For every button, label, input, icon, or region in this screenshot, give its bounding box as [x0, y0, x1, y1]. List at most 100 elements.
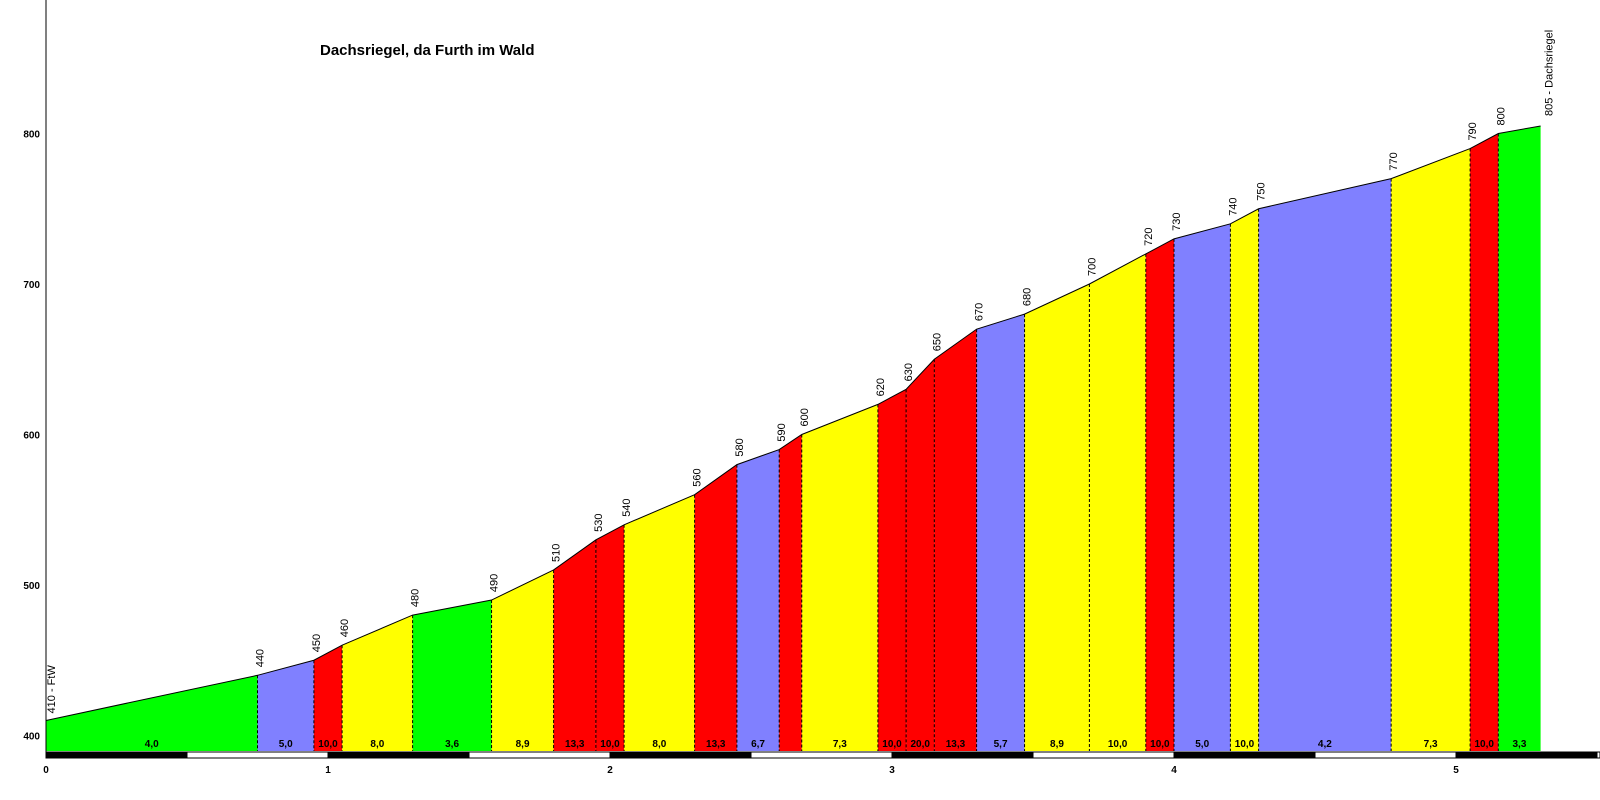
x-tick-label: 4: [1171, 765, 1177, 776]
km-scale-block: [609, 751, 752, 759]
grade-segment: [976, 314, 1025, 751]
grade-label: 7,3: [833, 739, 847, 750]
grade-segment: [934, 329, 977, 751]
km-scale-block: [1173, 751, 1316, 759]
elevation-label: 670: [974, 303, 986, 321]
end-label: 805 - Dachsriegel: [1544, 30, 1556, 116]
elevation-label: 750: [1256, 182, 1268, 200]
grade-label: 10,0: [1108, 739, 1128, 750]
km-scale-block: [186, 751, 329, 759]
grade-segment: [736, 449, 780, 751]
elevation-label: 440: [255, 649, 267, 667]
km-scale-block: [1455, 751, 1598, 759]
grade-label: 5,7: [994, 739, 1008, 750]
grade-label: 4,0: [145, 739, 159, 750]
elevation-label: 510: [551, 544, 563, 562]
grade-label: 5,0: [279, 739, 293, 750]
elevation-label: 800: [1495, 107, 1507, 125]
grade-segment: [46, 675, 258, 751]
grade-label: 6,7: [751, 739, 765, 750]
grade-segment: [624, 494, 695, 751]
km-scale-block: [45, 751, 188, 759]
grade-segment: [491, 569, 554, 751]
km-scale-block: [1032, 751, 1175, 759]
grade-label: 20,0: [910, 739, 930, 750]
grade-label: 4,2: [1318, 739, 1332, 750]
y-tick-label: 400: [23, 732, 40, 743]
grade-label: 8,0: [370, 739, 384, 750]
chart-title: Dachsriegel, da Furth im Wald: [320, 42, 534, 59]
elevation-label: 790: [1467, 122, 1479, 140]
grade-label: 10,0: [600, 739, 620, 750]
elevation-label: 450: [311, 634, 323, 652]
grade-segment: [694, 464, 737, 751]
y-tick-labels: 400 500 600 700 800: [23, 130, 40, 743]
elevation-label: 540: [621, 498, 633, 516]
km-scale-block: [327, 751, 470, 759]
x-tick-labels: 0 1 2 3 4 5: [43, 765, 1459, 776]
elevation-label: 460: [339, 619, 351, 637]
grade-label: 10,0: [318, 739, 338, 750]
grade-segment: [412, 600, 492, 751]
segment-dividers: [257, 133, 1499, 751]
grade-segment: [1024, 284, 1090, 751]
elevation-label: 560: [692, 468, 704, 486]
grade-label: 8,9: [516, 739, 530, 750]
grade-segment: [257, 660, 314, 751]
km-scale-block: [750, 751, 893, 759]
y-tick-label: 700: [23, 280, 40, 291]
elevation-label: 480: [410, 589, 422, 607]
km-scale-block: [468, 751, 611, 759]
grade-labels: 4,0 5,0 10,0 8,0 3,6 8,9 13,3 10,0 8,0 13,3 6,7 7,3…: [145, 739, 1527, 750]
km-scale-bar: [45, 751, 1600, 759]
grade-label: 8,0: [652, 739, 666, 750]
grade-segment: [342, 615, 413, 751]
elevation-label: 720: [1143, 228, 1155, 246]
elevation-label: 680: [1022, 288, 1034, 306]
grade-segment: [1470, 133, 1499, 751]
y-tick-label: 600: [23, 431, 40, 442]
grade-segment: [1258, 178, 1392, 751]
grade-segment: [1174, 223, 1231, 752]
grade-segment: [877, 389, 907, 751]
start-label: 410 - FtW: [46, 665, 58, 714]
grade-label: 13,3: [706, 739, 726, 750]
grade-segment: [1089, 253, 1146, 751]
elevation-label: 600: [799, 408, 811, 426]
y-tick-label: 500: [23, 581, 40, 592]
km-scale-block: [1596, 751, 1600, 759]
elevation-label: 700: [1086, 258, 1098, 276]
x-tick-label: 5: [1453, 765, 1459, 776]
elevation-label: 530: [593, 513, 605, 531]
elevation-label: 770: [1388, 152, 1400, 170]
elevation-label: 730: [1171, 212, 1183, 230]
elevation-label: 620: [875, 378, 887, 396]
grade-label: 13,3: [946, 739, 966, 750]
grade-segment: [553, 539, 596, 751]
grade-label: 8,9: [1050, 739, 1064, 750]
grade-label: 13,3: [565, 739, 585, 750]
grade-segment: [313, 645, 343, 751]
elevation-label: 580: [734, 438, 746, 456]
grade-label: 10,0: [1150, 739, 1170, 750]
elevation-labels: 440 450 460 480 490 510 530 540 560 580 590 600 620 6…: [46, 30, 1556, 714]
x-tick-label: 3: [889, 765, 895, 776]
x-tick-label: 0: [43, 765, 49, 776]
x-tick-label: 1: [325, 765, 331, 776]
grade-segments: [46, 125, 1541, 752]
elevation-label: 650: [931, 333, 943, 351]
grade-segment: [801, 404, 878, 751]
grade-label: 10,0: [1235, 739, 1255, 750]
grade-label: 3,6: [445, 739, 459, 750]
elevation-label: 740: [1227, 197, 1239, 215]
grade-label: 7,3: [1424, 739, 1438, 750]
elevation-label: 490: [489, 574, 501, 592]
elevation-label: 630: [903, 363, 915, 381]
profile-line: [45, 125, 1541, 721]
y-tick-label: 800: [23, 130, 40, 141]
x-tick-label: 2: [607, 765, 613, 776]
grade-segment: [906, 359, 935, 751]
grade-label: 3,3: [1512, 739, 1526, 750]
grade-segment: [779, 434, 802, 751]
